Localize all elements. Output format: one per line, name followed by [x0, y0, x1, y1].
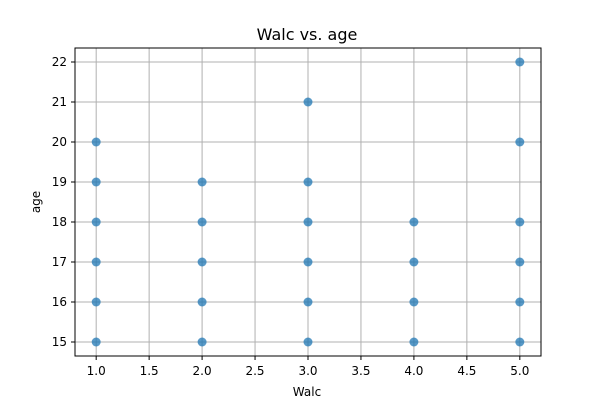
- data-point: [515, 257, 525, 267]
- x-tick-label: 4.5: [457, 364, 476, 378]
- x-tick-label: 2.5: [245, 364, 264, 378]
- x-tick-label: 5.0: [510, 364, 529, 378]
- data-point: [303, 97, 313, 107]
- data-point: [197, 177, 207, 187]
- data-point: [515, 337, 525, 347]
- data-point: [303, 257, 313, 267]
- x-tick-label: 3.5: [351, 364, 370, 378]
- y-tick-label: 17: [52, 255, 67, 269]
- data-point: [515, 297, 525, 307]
- data-point: [197, 217, 207, 227]
- data-point: [409, 257, 419, 267]
- chart-title: Walc vs. age: [257, 25, 358, 44]
- y-tick-label: 21: [52, 95, 67, 109]
- x-tick-label: 3.0: [298, 364, 317, 378]
- data-point: [303, 177, 313, 187]
- data-point: [91, 297, 101, 307]
- y-tick-label: 15: [52, 335, 67, 349]
- data-point: [91, 337, 101, 347]
- data-point: [91, 177, 101, 187]
- data-points: [91, 57, 525, 347]
- data-point: [197, 337, 207, 347]
- data-point: [303, 217, 313, 227]
- data-point: [409, 297, 419, 307]
- y-axis-ticks: 15 16 17 18 19 20 21 22: [52, 55, 75, 349]
- y-tick-label: 20: [52, 135, 67, 149]
- x-tick-label: 2.0: [193, 364, 212, 378]
- y-tick-label: 19: [52, 175, 67, 189]
- data-point: [91, 217, 101, 227]
- data-point: [409, 337, 419, 347]
- x-axis-ticks: 1.0 1.5 2.0 2.5 3.0 3.5 4.0 4.5 5.0: [87, 356, 529, 378]
- y-tick-label: 22: [52, 55, 67, 69]
- grid-lines: [75, 48, 541, 356]
- data-point: [409, 217, 419, 227]
- data-point: [91, 137, 101, 147]
- x-tick-label: 4.0: [404, 364, 423, 378]
- data-point: [515, 137, 525, 147]
- data-point: [515, 57, 525, 67]
- y-tick-label: 18: [52, 215, 67, 229]
- data-point: [197, 257, 207, 267]
- x-tick-label: 1.5: [140, 364, 159, 378]
- y-axis-label: age: [29, 191, 43, 213]
- data-point: [303, 337, 313, 347]
- data-point: [197, 297, 207, 307]
- data-point: [91, 257, 101, 267]
- data-point: [303, 297, 313, 307]
- x-tick-label: 1.0: [87, 364, 106, 378]
- x-axis-label: Walc: [293, 385, 321, 399]
- y-tick-label: 16: [52, 295, 67, 309]
- data-point: [515, 217, 525, 227]
